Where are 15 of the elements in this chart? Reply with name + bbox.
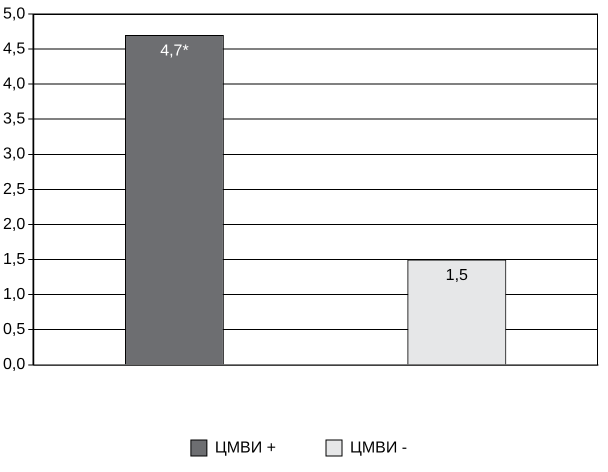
legend-label: ЦМВИ -	[350, 439, 408, 456]
y-tick-label: 1,0	[2, 286, 26, 304]
y-tick-label: 1,5	[2, 250, 26, 268]
y-tick-label: 2,0	[2, 216, 26, 233]
data-label: 4,7*	[160, 42, 189, 60]
y-tick-label: 5,0	[2, 5, 26, 22]
y-tick-label: 4,0	[2, 76, 26, 93]
y-tick-label: 0,0	[2, 356, 26, 374]
y-tick-label: 3,5	[2, 110, 26, 128]
y-tick-label: 2,5	[2, 180, 26, 198]
y-tick-label: 4,5	[2, 40, 26, 58]
legend-label: ЦМВИ +	[214, 439, 276, 456]
y-tick-label: 0,5	[2, 321, 26, 338]
y-tick-label: 3,0	[2, 146, 26, 163]
data-label: 1,5	[446, 266, 468, 284]
